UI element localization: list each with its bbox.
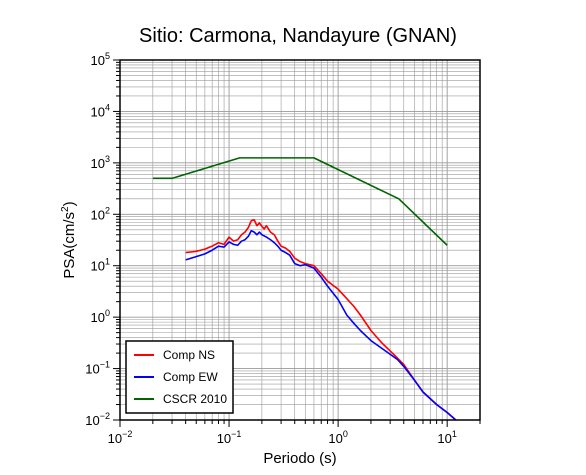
y-axis-label-close: ): [61, 201, 78, 206]
series-layer: [152, 157, 458, 420]
y-tick-label: 10−1: [85, 360, 110, 377]
x-tick-label: 10−2: [108, 429, 133, 446]
chart-title: Sitio: Carmona, Nandayure (GNAN): [139, 25, 457, 47]
y-tick-label: 103: [91, 154, 110, 171]
x-axis-label: Periodo (s): [263, 450, 336, 467]
series-line-comp-ew: [185, 229, 458, 420]
grid: [119, 59, 481, 421]
legend-label-comp-ns: Comp NS: [163, 348, 215, 362]
series-line-comp-ns: [185, 219, 458, 420]
legend-label-comp-ew: Comp EW: [163, 370, 218, 384]
y-axis-label: PSA(cm/s2): [60, 201, 78, 278]
y-tick-label: 101: [91, 257, 110, 274]
plot-frame: [119, 59, 481, 421]
legend-label-cscr-2010: CSCR 2010: [163, 392, 227, 406]
y-axis-label-sup: 2: [60, 206, 71, 212]
x-tick-label: 101: [437, 429, 456, 446]
x-tick-label: 10−1: [217, 429, 242, 446]
y-tick-label: 100: [91, 308, 110, 325]
legend: Comp NS Comp EW CSCR 2010: [125, 340, 234, 414]
x-tick-label: 100: [328, 429, 347, 446]
y-tick-label: 10−2: [85, 411, 110, 428]
y-tick-label: 105: [91, 51, 110, 68]
series-line-cscr-2010: [152, 157, 448, 246]
y-tick-label: 104: [91, 102, 110, 119]
y-axis-label-base: PSA(cm/s: [61, 212, 78, 279]
y-tick-label: 102: [91, 205, 110, 222]
